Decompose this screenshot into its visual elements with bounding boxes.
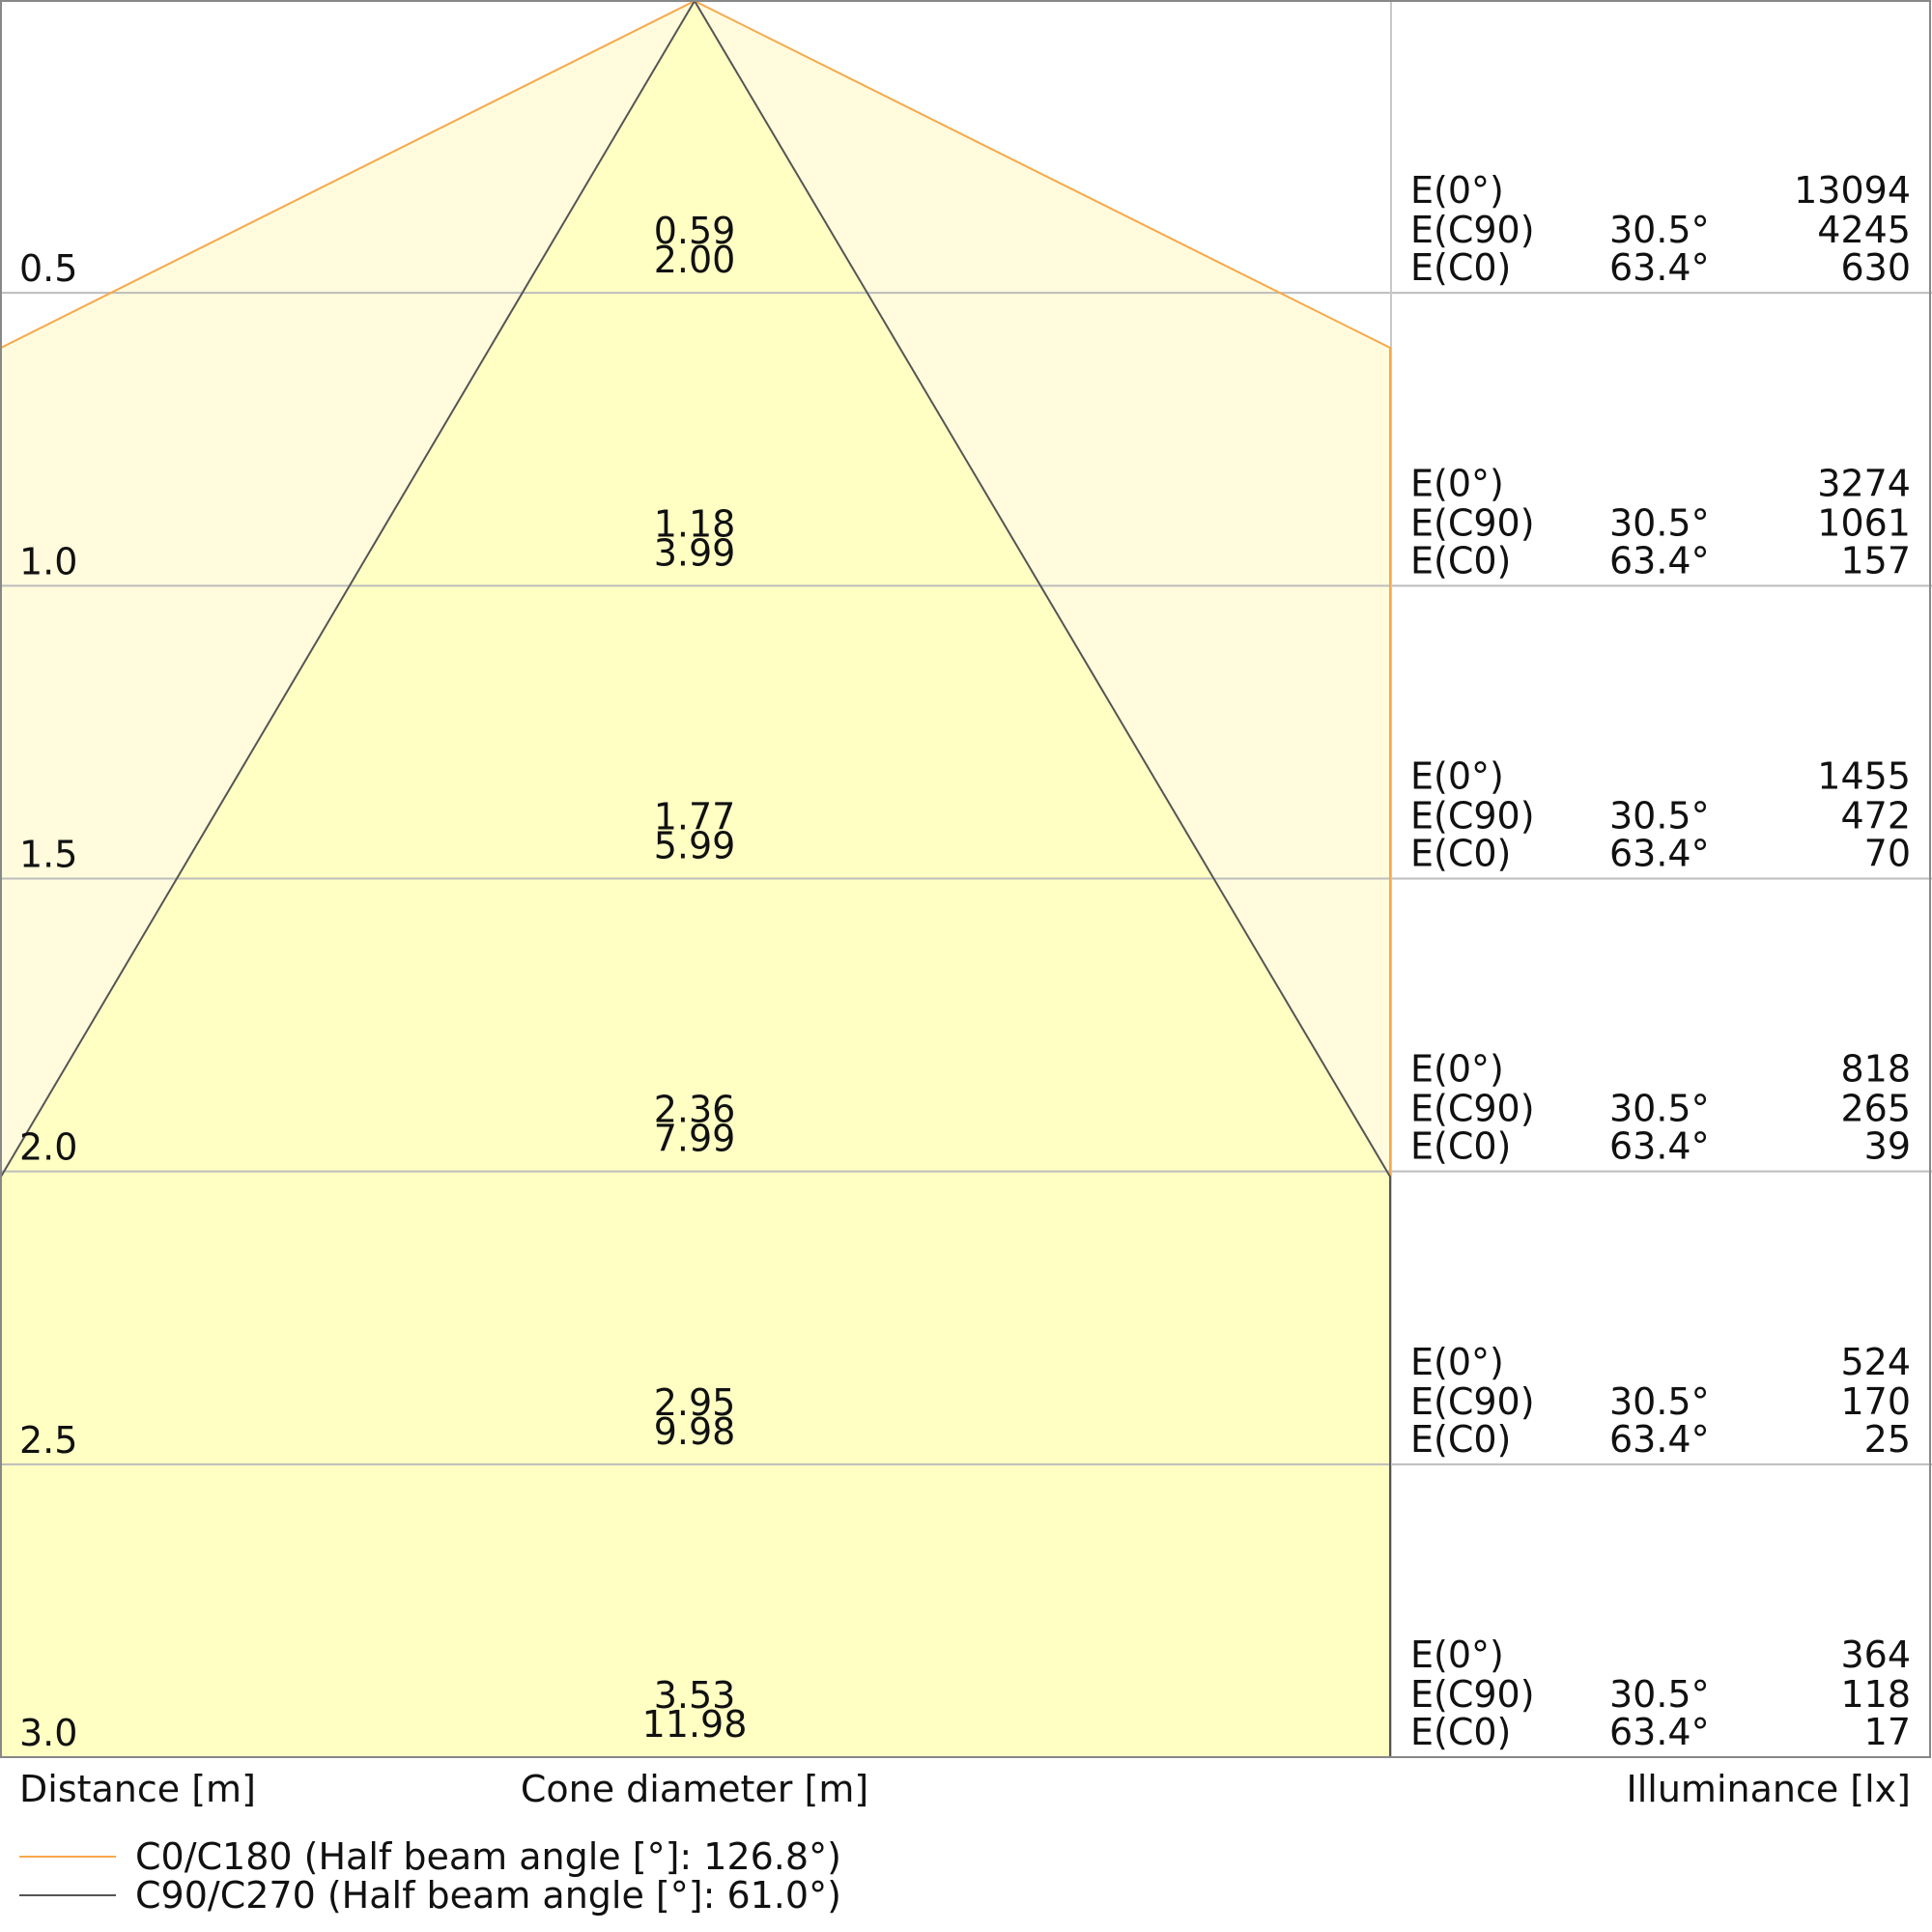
diameter-c0: 11.98 bbox=[642, 1703, 748, 1746]
illuminance-value: 3274 bbox=[1817, 462, 1911, 504]
illuminance-value: 17 bbox=[1864, 1711, 1911, 1753]
illuminance-value: 39 bbox=[1864, 1125, 1911, 1168]
illuminance-label: E(C0) bbox=[1410, 539, 1511, 582]
rows: 0.5 0.592.00 E(0°) 13094 E(C90) 30.5° 4245 E(C0… bbox=[19, 169, 1911, 1754]
c90-cone-line bbox=[0, 0, 1391, 1757]
illuminance-value: 818 bbox=[1840, 1048, 1911, 1091]
diameter-c0: 7.99 bbox=[654, 1118, 736, 1160]
diameter-c90: 3.53 bbox=[654, 1674, 736, 1717]
illuminance-label: E(C0) bbox=[1410, 246, 1511, 289]
grid bbox=[0, 292, 1932, 1465]
illuminance-label: E(0°) bbox=[1410, 1634, 1504, 1676]
illuminance-label: E(0°) bbox=[1410, 755, 1504, 798]
illuminance-value: 265 bbox=[1840, 1088, 1911, 1130]
illuminance-angle: 63.4° bbox=[1609, 833, 1710, 875]
diameter-c90: 0.59 bbox=[654, 210, 736, 252]
axis-label: Cone diameter [m] bbox=[521, 1768, 868, 1810]
illuminance-angle: 63.4° bbox=[1609, 1418, 1710, 1461]
illuminance-label: E(C90) bbox=[1410, 501, 1535, 544]
illuminance-label: E(C90) bbox=[1410, 1673, 1535, 1716]
illuminance-value: 170 bbox=[1840, 1380, 1911, 1423]
illuminance-label: E(C0) bbox=[1410, 1125, 1511, 1168]
legend-entry: C90/C270 (Half beam angle [°]: 61.0°) bbox=[135, 1874, 841, 1917]
illuminance-value: 630 bbox=[1840, 246, 1911, 289]
illuminance-angle: 30.5° bbox=[1609, 1088, 1710, 1130]
illuminance-value: 1455 bbox=[1817, 755, 1911, 798]
illuminance-angle: 63.4° bbox=[1609, 246, 1710, 289]
illuminance-value: 157 bbox=[1840, 539, 1911, 582]
diameter-c0: 9.98 bbox=[654, 1410, 736, 1453]
distance: 1.5 bbox=[19, 834, 77, 876]
illuminance-label: E(C90) bbox=[1410, 209, 1535, 251]
illuminance-value: 70 bbox=[1864, 833, 1911, 875]
distance: 2.0 bbox=[19, 1126, 77, 1169]
legend: C0/C180 (Half beam angle [°]: 126.8°)C90… bbox=[19, 1835, 841, 1917]
distance: 1.0 bbox=[19, 540, 77, 582]
illuminance-angle: 30.5° bbox=[1609, 1673, 1710, 1716]
illuminance-label: E(0°) bbox=[1410, 169, 1504, 212]
illuminance-label: E(0°) bbox=[1410, 1048, 1504, 1091]
illuminance-angle: 30.5° bbox=[1609, 795, 1710, 838]
illuminance-angle: 30.5° bbox=[1609, 209, 1710, 251]
axis-label: Distance [m] bbox=[19, 1768, 256, 1810]
distance: 3.0 bbox=[19, 1712, 77, 1754]
illuminance-label: E(C90) bbox=[1410, 1088, 1535, 1130]
illuminance-value: 118 bbox=[1840, 1673, 1911, 1716]
c0-cone-line bbox=[0, 0, 1391, 1757]
axis-label: Illuminance [lx] bbox=[1627, 1768, 1911, 1810]
illuminance-angle: 30.5° bbox=[1609, 1380, 1710, 1423]
diameter-c0: 3.99 bbox=[654, 531, 736, 574]
illuminance-value: 4245 bbox=[1817, 209, 1911, 251]
legend-entry: C0/C180 (Half beam angle [°]: 126.8°) bbox=[135, 1835, 841, 1878]
diameter-c90: 2.95 bbox=[654, 1381, 736, 1424]
diameter-c90: 2.36 bbox=[654, 1089, 736, 1131]
illuminance-value: 524 bbox=[1840, 1341, 1911, 1383]
illuminance-angle: 30.5° bbox=[1609, 501, 1710, 544]
illuminance-label: E(C0) bbox=[1410, 1418, 1511, 1461]
illuminance-label: E(C90) bbox=[1410, 795, 1535, 838]
illuminance-label: E(C0) bbox=[1410, 1711, 1511, 1753]
illuminance-label: E(0°) bbox=[1410, 1341, 1504, 1383]
illuminance-value: 472 bbox=[1840, 795, 1911, 838]
frame bbox=[0, 0, 1931, 1758]
diameter-c0: 2.00 bbox=[654, 239, 736, 281]
diameter-c0: 5.99 bbox=[654, 825, 736, 867]
illuminance-value: 364 bbox=[1840, 1634, 1911, 1676]
illuminance-angle: 63.4° bbox=[1609, 1125, 1710, 1168]
illuminance-angle: 63.4° bbox=[1609, 539, 1710, 582]
illuminance-label: E(C90) bbox=[1410, 1380, 1535, 1423]
diameter-c90: 1.18 bbox=[654, 502, 736, 545]
distance: 0.5 bbox=[19, 247, 77, 290]
illuminance-value: 25 bbox=[1864, 1418, 1911, 1461]
distance: 2.5 bbox=[19, 1419, 77, 1462]
illuminance-label: E(C0) bbox=[1410, 833, 1511, 875]
illuminance-label: E(0°) bbox=[1410, 462, 1504, 504]
diameter-c90: 1.77 bbox=[654, 796, 736, 838]
illuminance-value: 1061 bbox=[1817, 501, 1911, 544]
illuminance-angle: 63.4° bbox=[1609, 1711, 1710, 1753]
illuminance-value: 13094 bbox=[1794, 169, 1911, 212]
